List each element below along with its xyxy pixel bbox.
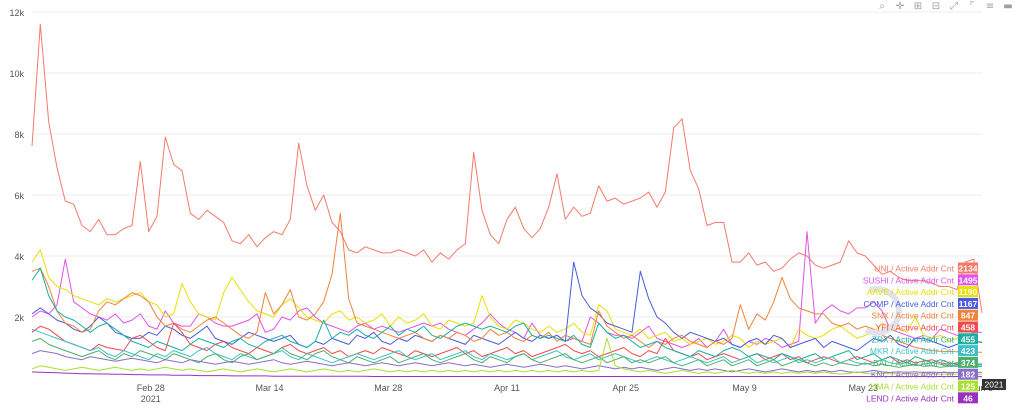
series-value-badge: [958, 286, 978, 298]
series-value-label: 1167: [959, 299, 978, 309]
series-line[interactable]: [31, 350, 982, 373]
series-value-label: 46: [963, 393, 973, 403]
y-tick-label: 8k: [14, 130, 24, 140]
hover-date-label: 2021: [985, 380, 1004, 390]
series-line[interactable]: [31, 249, 983, 348]
hover-closest-icon[interactable]: ▬: [1003, 1, 1013, 12]
pan-icon[interactable]: ✛: [895, 1, 905, 12]
hover-date-badge: [982, 379, 1006, 390]
series-value-label: 374: [961, 358, 975, 368]
series-name-label: UNI / Active Addr Cnt: [874, 264, 954, 274]
loading-spinner-icon: [864, 285, 902, 336]
series-value-label: 125: [961, 382, 975, 392]
x-tick-label: Mar 14: [255, 383, 283, 393]
x-tick-label: May 9: [732, 383, 757, 393]
x-tick-label: Apr 25: [612, 383, 639, 393]
series-name-label: LEND / Active Addr Cnt: [866, 393, 955, 403]
series-name-label: ZRX / Active Addr Cnt: [872, 334, 955, 344]
series-name-label: COMP / Active Addr Cnt: [863, 299, 954, 309]
series-name-label: YFI / Active Addr Cnt: [876, 323, 955, 333]
series-line[interactable]: [31, 337, 982, 375]
series-value-badge: [958, 321, 978, 333]
series-value-label: 423: [961, 346, 975, 356]
series-value-badge: [958, 274, 978, 286]
x-tick-label: Mar 28: [374, 383, 402, 393]
series-line[interactable]: [31, 212, 983, 353]
series-line[interactable]: [31, 261, 983, 352]
y-tick-label: 2k: [14, 313, 24, 323]
series-value-label: 182: [961, 370, 975, 380]
series-value-label: 2134: [959, 264, 978, 274]
zoom-out-icon[interactable]: ⊟: [931, 1, 941, 12]
x-tick-label: Feb 28: [137, 383, 165, 393]
series-name-label: KNC / Active Addr Cnt: [871, 370, 955, 380]
y-tick-label: 12k: [9, 8, 24, 18]
x-tick-label: Apr 11: [494, 383, 520, 393]
x-tick-label: May 23: [848, 383, 878, 393]
series-line[interactable]: [31, 337, 983, 368]
series-name-label: SUSHI / Active Addr Cnt: [863, 275, 955, 285]
y-tick-label: 6k: [14, 191, 24, 201]
y-tick-label: 4k: [14, 252, 24, 262]
series-name-label: AAVE / Active Addr Cnt: [867, 287, 955, 297]
modebar: ⌕ ✛ ⊞ ⊟ ⤢ ⌜ ≡ ▬: [876, 1, 1014, 13]
series-value-label: 455: [961, 334, 975, 344]
series-name-label: MKR / Active Addr Cnt: [870, 346, 955, 356]
series-value-badge: [958, 380, 978, 392]
series-value-badge: [958, 368, 978, 380]
series-value-label: 1190: [959, 287, 978, 297]
series-line[interactable]: [31, 371, 982, 378]
series-value-badge: [958, 333, 978, 345]
y-tick-label: 10k: [9, 69, 24, 79]
series-name-label: UMA / Active Addr Cnt: [870, 382, 954, 392]
reset-axes-icon[interactable]: ⌜: [969, 1, 975, 12]
series-value-label: 1495: [959, 275, 978, 285]
series-value-badge: [958, 392, 978, 404]
series-line[interactable]: [31, 328, 983, 367]
series-name-label: BAL / Active Addr Cnt: [873, 358, 955, 368]
series-name-label: SNX / Active Addr Cnt: [871, 311, 954, 321]
series-line[interactable]: [31, 23, 983, 313]
series-value-label: 458: [961, 323, 975, 333]
series-value-badge: [958, 309, 978, 321]
autoscale-icon[interactable]: ⤢: [950, 1, 958, 12]
zoom-icon[interactable]: ⌕: [879, 1, 885, 12]
series-value-label: 847: [961, 311, 975, 321]
series-value-badge: [958, 345, 978, 357]
series-line[interactable]: [31, 267, 983, 365]
zoom-in-icon[interactable]: ⊞: [913, 1, 923, 12]
x-year-label: 2021: [141, 394, 161, 404]
series-value-badge: [958, 262, 978, 274]
spike-lines-icon[interactable]: ≡: [985, 1, 995, 12]
series-value-badge: [958, 356, 978, 368]
series-value-badge: [958, 297, 978, 309]
